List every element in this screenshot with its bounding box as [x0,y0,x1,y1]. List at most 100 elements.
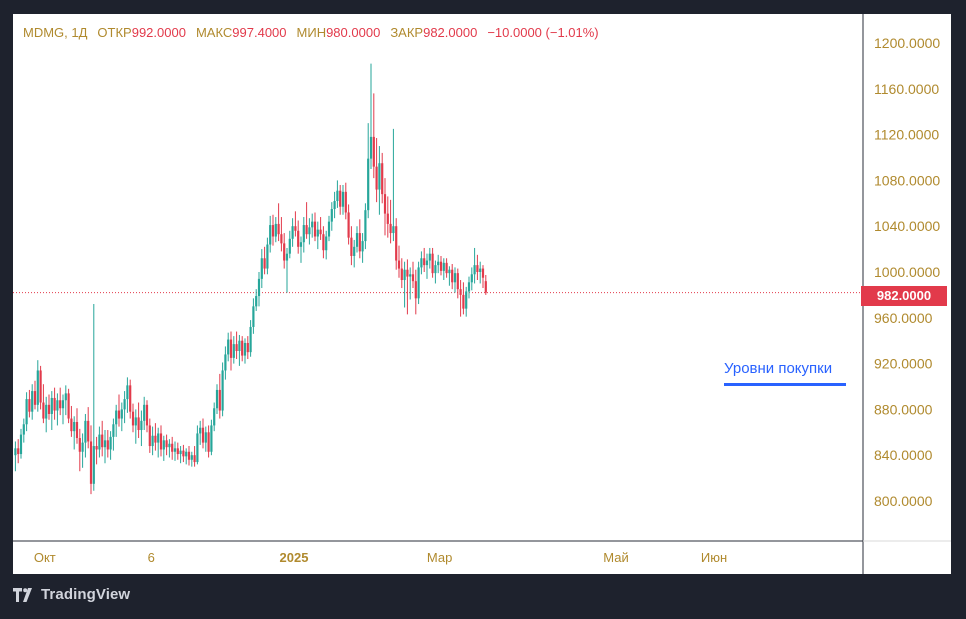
candle-body [221,370,224,411]
candle-body [330,209,333,222]
y-tick-label: 840.0000 [874,447,933,463]
candle-body [383,194,387,214]
candle-body [218,389,221,411]
candle-body [347,212,350,238]
candle-body [294,226,297,231]
annotation-underline[interactable] [724,383,846,386]
candle-body [285,253,289,261]
candle-body [95,446,98,450]
candle-body [36,370,39,405]
candle-body [232,344,235,358]
candle-body [333,201,336,210]
chart-frame[interactable]: 1200.0000 1160.0000 1120.0000 1080.0000 1040… [13,14,951,574]
candle-body [157,433,160,443]
candle-body [269,225,272,245]
candle-body [325,236,328,251]
candle-body [92,446,95,484]
legend-close-value: 982.0000 [423,25,478,40]
candle-body [313,221,317,237]
candle-body [28,399,31,412]
candle-body [403,269,406,281]
candle-body [358,233,361,252]
candle-body [442,262,445,271]
candle-body [190,455,193,460]
candle-body [22,424,25,435]
annotation-text[interactable]: Уровни покупки [724,360,833,377]
tradingview-logo-icon[interactable] [13,587,37,603]
candle-body [101,434,104,448]
candle-body [210,425,213,452]
candle-body [437,261,440,266]
candle-body [451,269,454,283]
candle-body [311,221,314,228]
y-tick-label: 880.0000 [874,401,933,417]
candle-body [322,234,325,251]
candle-body [465,291,468,309]
candle-body [193,455,196,463]
chart-canvas[interactable]: 1200.0000 1160.0000 1120.0000 1080.0000 1040… [13,14,951,574]
candle-body [241,340,244,356]
candle-body [350,237,353,256]
candle-body [129,385,132,412]
tradingview-brand[interactable]: TradingView [41,586,131,603]
y-tick-label: 1200.0000 [874,35,940,51]
candle-body [39,370,42,403]
candle-body [288,238,291,254]
candle-body [159,433,163,450]
candle-body [33,391,37,405]
candle-body [17,448,20,455]
candle-body [25,399,28,425]
candle-body [336,190,339,202]
candle-body [319,229,322,235]
y-tick-label: 920.0000 [874,356,933,372]
candle-body [372,136,375,167]
legend-low-label: МИН [296,25,327,40]
candle-body [75,421,79,439]
candle-body [229,339,233,358]
legend-open-value: 992.0000 [131,25,186,40]
candle-body [131,411,135,426]
candle-body [453,273,457,283]
candle-body [103,440,107,448]
candle-body [243,342,247,356]
candle-body [207,432,210,452]
x-tick-label: Окт [34,550,56,565]
candle-body [182,450,185,457]
candle-body [98,434,101,450]
candle-body [305,225,308,235]
candle-body [140,420,143,431]
x-tick-label: Мар [427,550,452,565]
candle-body [255,296,258,307]
y-tick-label: 1160.0000 [874,81,939,97]
candle-body [115,410,118,425]
candle-body [171,443,174,452]
candle-body [14,448,17,456]
candle-body [238,340,241,352]
candle-body [392,226,395,234]
legend-low-value: 980.0000 [326,25,381,40]
candle-body [87,420,90,442]
candle-body [123,399,126,410]
candle-body [484,281,487,293]
candle-body [56,400,59,411]
candle-body [31,391,34,412]
candle-body [199,427,202,434]
candle-body [106,440,109,450]
x-tick-label: Июн [701,550,727,565]
candle-body [428,253,431,261]
candle-body [126,385,129,400]
ohlc-legend: MDMG, 1Д ОТКР992.0000 МАКС997.4000 МИН980.0… [23,25,599,40]
legend-change: −10.0000 (−1.01%) [487,25,599,40]
candle-body [120,409,123,419]
candle-body [283,243,286,261]
candle-body [479,268,482,272]
candle-body [64,393,67,401]
candle-body [445,262,448,274]
y-tick-label: 1120.0000 [874,127,939,143]
candle-body [162,440,165,450]
candle-body [302,225,305,243]
candle-body [409,274,412,277]
y-tick-label: 1000.0000 [874,264,940,280]
candle-body [59,400,62,409]
candle-body [414,281,417,299]
